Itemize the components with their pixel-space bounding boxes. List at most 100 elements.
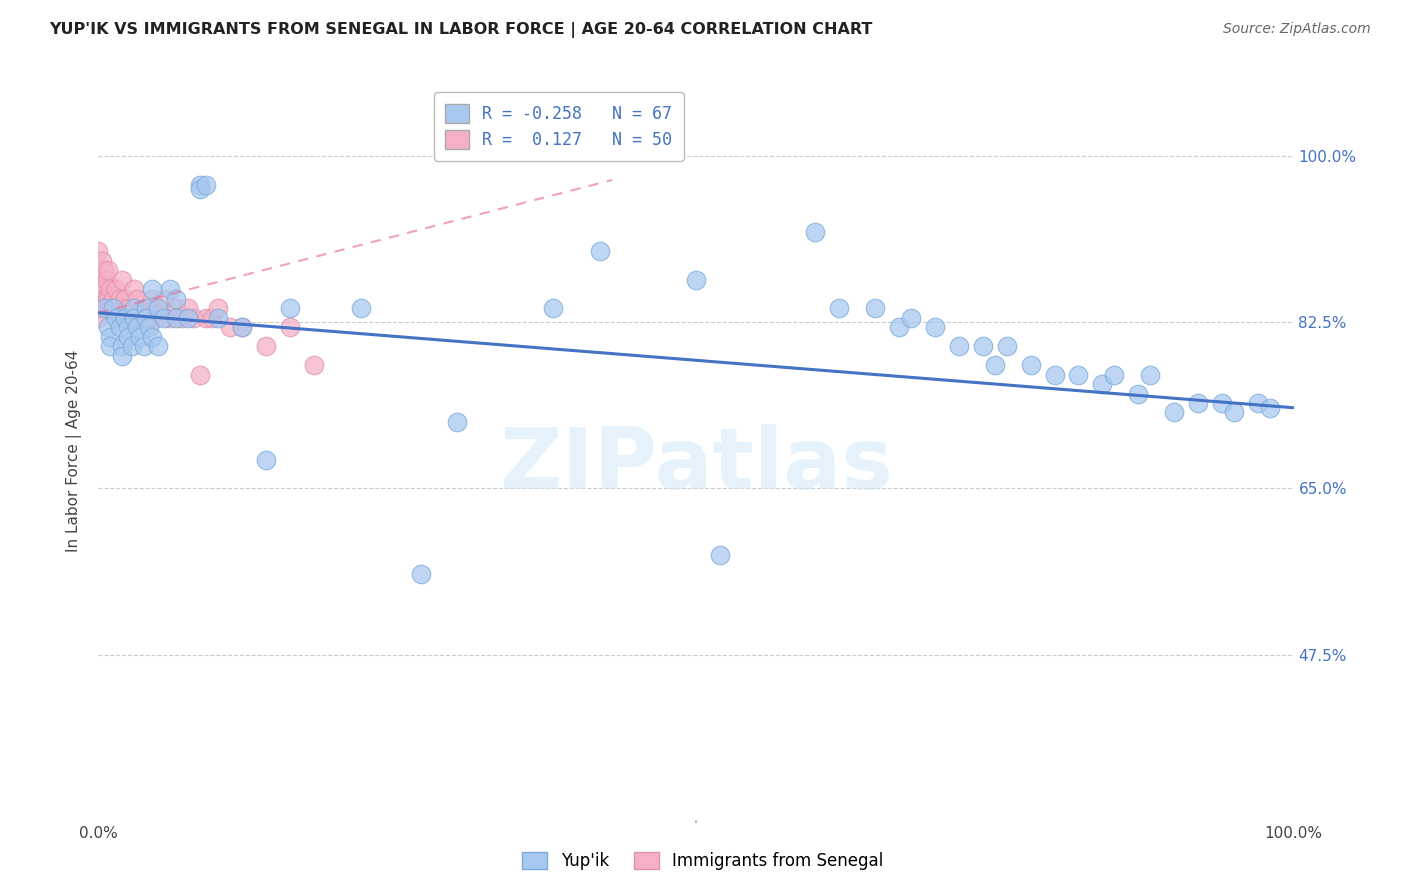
Text: YUP'IK VS IMMIGRANTS FROM SENEGAL IN LABOR FORCE | AGE 20-64 CORRELATION CHART: YUP'IK VS IMMIGRANTS FROM SENEGAL IN LAB… — [49, 22, 873, 38]
Point — [108, 320, 131, 334]
Point — [207, 310, 229, 325]
Point — [183, 310, 205, 325]
Point — [93, 301, 115, 315]
Point — [804, 225, 827, 239]
Point — [145, 310, 167, 325]
Point — [141, 282, 163, 296]
Y-axis label: In Labor Force | Age 20-64: In Labor Force | Age 20-64 — [66, 350, 83, 551]
Point — [114, 310, 136, 325]
Point — [107, 310, 129, 325]
Point — [231, 320, 253, 334]
Point — [97, 263, 120, 277]
Point — [141, 329, 163, 343]
Point — [121, 339, 143, 353]
Point — [1247, 396, 1270, 410]
Point — [1187, 396, 1209, 410]
Point — [685, 272, 707, 286]
Point — [108, 292, 131, 306]
Point — [828, 301, 851, 315]
Point — [121, 310, 143, 325]
Point — [153, 310, 176, 325]
Point — [111, 272, 134, 286]
Point — [114, 292, 136, 306]
Point — [117, 329, 139, 343]
Point — [1223, 405, 1246, 419]
Point — [278, 301, 301, 315]
Point — [207, 301, 229, 315]
Point — [87, 244, 110, 259]
Point — [93, 292, 115, 306]
Point — [1067, 368, 1090, 382]
Point — [159, 282, 181, 296]
Point — [135, 310, 157, 325]
Point — [111, 349, 134, 363]
Point — [148, 301, 170, 315]
Point — [103, 301, 125, 315]
Point — [589, 244, 612, 259]
Point — [984, 358, 1007, 372]
Point — [129, 329, 152, 343]
Point — [98, 282, 122, 296]
Point — [111, 339, 134, 353]
Point — [132, 339, 155, 353]
Point — [446, 415, 468, 429]
Point — [165, 310, 187, 325]
Point — [87, 301, 110, 315]
Point — [98, 339, 122, 353]
Point — [865, 301, 887, 315]
Point — [125, 320, 148, 334]
Point — [541, 301, 564, 315]
Text: ZIPatlas: ZIPatlas — [499, 424, 893, 507]
Point — [135, 301, 157, 315]
Point — [159, 310, 181, 325]
Point — [709, 548, 731, 562]
Point — [900, 310, 922, 325]
Point — [195, 310, 218, 325]
Point — [1139, 368, 1161, 382]
Point — [111, 301, 134, 315]
Point — [124, 282, 146, 296]
Point — [125, 292, 148, 306]
Point — [153, 292, 176, 306]
Point — [135, 301, 157, 315]
Text: Source: ZipAtlas.com: Source: ZipAtlas.com — [1223, 22, 1371, 37]
Point — [188, 182, 211, 196]
Point — [129, 310, 152, 325]
Point — [1091, 377, 1114, 392]
Point — [219, 320, 242, 334]
Point — [1258, 401, 1281, 415]
Point — [97, 320, 120, 334]
Point — [188, 178, 211, 192]
Point — [188, 368, 211, 382]
Point — [148, 339, 170, 353]
Point — [1211, 396, 1233, 410]
Point — [302, 358, 325, 372]
Point — [231, 320, 253, 334]
Point — [138, 310, 160, 325]
Point — [201, 310, 224, 325]
Point — [91, 253, 114, 268]
Point — [138, 320, 160, 334]
Point — [165, 301, 187, 315]
Point — [101, 292, 124, 306]
Point — [96, 272, 118, 286]
Point — [101, 301, 124, 315]
Point — [105, 282, 128, 296]
Point — [165, 292, 187, 306]
Point — [98, 301, 122, 315]
Point — [1163, 405, 1185, 419]
Point — [87, 272, 110, 286]
Point — [1019, 358, 1042, 372]
Point — [177, 310, 200, 325]
Point — [87, 310, 110, 325]
Point — [1104, 368, 1126, 382]
Point — [87, 282, 110, 296]
Point — [117, 301, 139, 315]
Point — [995, 339, 1018, 353]
Point — [148, 301, 170, 315]
Point — [97, 292, 120, 306]
Point — [91, 282, 114, 296]
Point — [124, 310, 146, 325]
Point — [117, 320, 139, 334]
Point — [924, 320, 946, 334]
